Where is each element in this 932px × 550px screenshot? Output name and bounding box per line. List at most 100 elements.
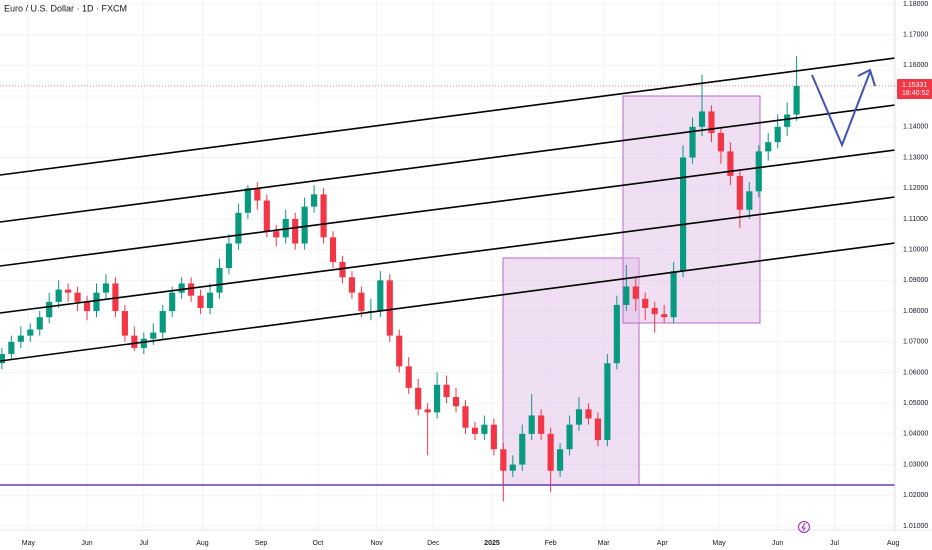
candle-body xyxy=(377,280,384,312)
candle-body xyxy=(131,335,138,348)
y-tick-label: 1.16000 xyxy=(903,62,928,69)
y-tick-label: 1.11000 xyxy=(903,216,928,223)
grid xyxy=(0,0,895,530)
candle-body xyxy=(746,191,753,210)
candle-body xyxy=(74,292,81,302)
chart-title: Euro / U.S. Dollar · 1D · FXCM xyxy=(4,3,127,13)
x-tick-label: Jul xyxy=(139,540,148,547)
channel-line xyxy=(0,57,896,176)
candle-body xyxy=(443,384,450,398)
candle-body xyxy=(55,289,62,302)
x-tick-label: Apr xyxy=(657,540,669,547)
candle-body xyxy=(765,142,772,152)
candle-body xyxy=(206,292,214,308)
candle-body xyxy=(150,332,157,339)
x-tick-label: Jun xyxy=(772,540,783,547)
x-tick-label: Mar xyxy=(598,540,611,547)
y-tick-label: 1.06000 xyxy=(903,369,928,376)
candle-body xyxy=(244,188,251,213)
y-tick-label: 1.10000 xyxy=(903,246,928,253)
candle-body xyxy=(36,317,43,330)
candle-body xyxy=(519,433,526,465)
candle-body xyxy=(547,433,554,471)
drawings-top xyxy=(0,57,896,486)
channel-line xyxy=(0,242,896,362)
y-tick-label: 1.02000 xyxy=(903,492,928,499)
candle-body xyxy=(490,424,497,450)
candle-body xyxy=(575,409,583,425)
candle-body xyxy=(727,151,734,176)
candle-body xyxy=(784,114,791,127)
y-tick-label: 1.05000 xyxy=(903,400,928,407)
candle-body xyxy=(93,292,100,312)
y-tick-label: 1.08000 xyxy=(903,308,928,315)
x-tick-label: Nov xyxy=(370,540,383,547)
candle-body xyxy=(329,237,337,262)
candle-body xyxy=(434,384,441,413)
y-tick-label: 1.12000 xyxy=(903,185,928,192)
candle-body xyxy=(774,126,781,143)
channel-line xyxy=(0,196,896,314)
last-price-label: 1.15331 xyxy=(902,82,927,89)
candle-body xyxy=(188,283,195,296)
candle-body xyxy=(358,292,365,312)
candle-body xyxy=(651,307,658,315)
candle-body xyxy=(613,304,620,364)
candle-body xyxy=(46,301,53,318)
candle-body xyxy=(481,424,488,434)
candle-body xyxy=(301,206,308,244)
candle-body xyxy=(405,366,412,388)
candles xyxy=(0,56,800,502)
candle-body xyxy=(632,286,639,299)
candle-body xyxy=(339,261,346,278)
candle-body xyxy=(282,218,289,238)
x-tick-label: Aug xyxy=(196,540,209,547)
x-tick-label: May xyxy=(22,540,36,547)
channel-line xyxy=(0,104,896,223)
candle-body xyxy=(197,295,204,308)
candle-body xyxy=(273,231,280,238)
candle-body xyxy=(594,418,602,441)
candle-body xyxy=(698,111,706,127)
candle-body xyxy=(348,277,356,293)
y-tick-label: 1.04000 xyxy=(903,431,928,438)
projection-arrow xyxy=(811,71,871,148)
candle-body xyxy=(500,449,507,471)
candle-body xyxy=(661,314,668,318)
x-tick-label: Aug xyxy=(887,540,900,547)
candle-body xyxy=(623,286,630,305)
candle-body xyxy=(396,335,403,367)
candle-body xyxy=(604,363,611,441)
x-tick-label: Sep xyxy=(255,540,268,547)
candle-body xyxy=(689,126,696,158)
candle-body xyxy=(216,268,223,293)
candle-body xyxy=(415,387,422,410)
candle-body xyxy=(755,151,762,192)
y-tick-label: 1.18000 xyxy=(903,1,928,8)
candle-body xyxy=(452,397,460,407)
candle-body xyxy=(17,335,24,342)
candle-body xyxy=(159,311,166,333)
candle-body xyxy=(169,292,176,312)
candle-body xyxy=(83,301,91,312)
icon-circle[interactable] xyxy=(798,521,810,533)
x-tick-label: Jun xyxy=(81,540,92,547)
candle-body xyxy=(235,212,242,244)
x-tick-label: 2025 xyxy=(484,540,500,547)
x-tick-label: Feb xyxy=(545,540,557,547)
candle-body xyxy=(538,415,545,434)
candle-body xyxy=(386,280,393,336)
candle-body xyxy=(717,132,724,152)
candle-body xyxy=(225,243,233,269)
candle-body xyxy=(680,157,687,272)
candle-body xyxy=(121,311,128,336)
countdown-label: 18:40:52 xyxy=(902,90,929,97)
x-tick-label: Oct xyxy=(312,540,323,547)
candle-body xyxy=(140,338,147,348)
y-tick-label: 1.13000 xyxy=(903,154,928,161)
icon-bolt[interactable] xyxy=(801,522,806,532)
candle-body xyxy=(320,194,327,238)
alert-icon[interactable] xyxy=(798,521,810,533)
